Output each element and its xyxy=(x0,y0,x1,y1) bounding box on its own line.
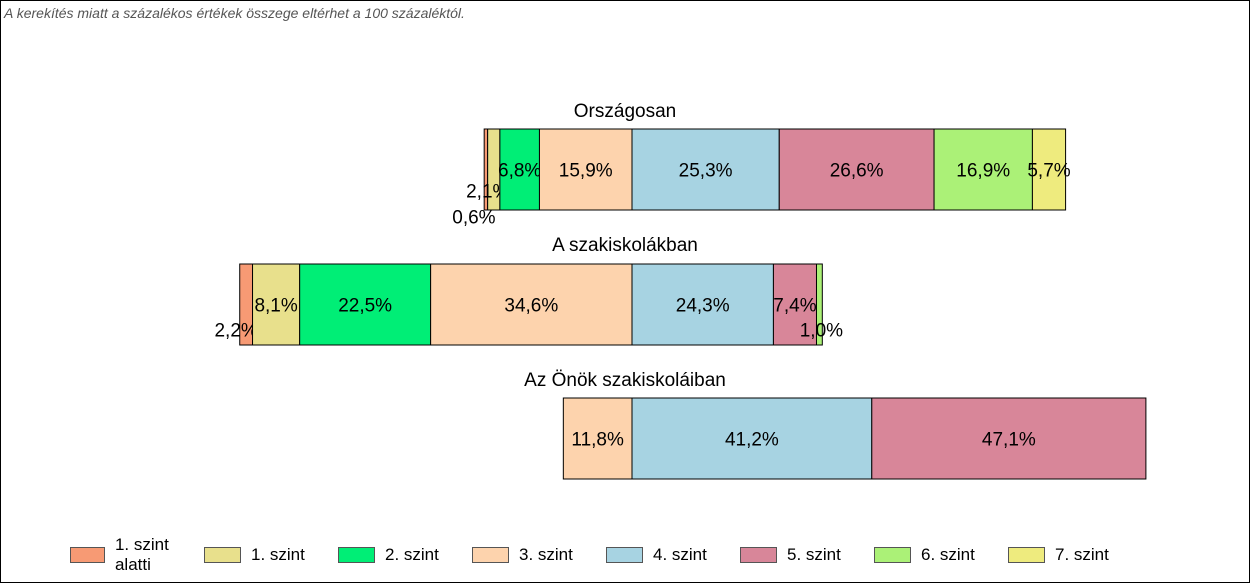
legend-swatch xyxy=(70,547,105,563)
bar-segment xyxy=(631,263,774,346)
bar-segment xyxy=(815,263,823,346)
data-label: 2,2% xyxy=(214,321,257,342)
legend-item: 1. szint alatti xyxy=(70,535,204,575)
data-label: 16,9% xyxy=(956,161,1010,182)
data-label: 5,7% xyxy=(1027,161,1070,182)
legend-item: 2. szint xyxy=(338,535,472,575)
legend-label: 1. szint alatti xyxy=(114,535,169,574)
bar-segment xyxy=(538,128,633,211)
legend-swatch xyxy=(472,547,509,563)
legend-label: 5. szint xyxy=(787,545,841,564)
bar-segment xyxy=(933,128,1033,211)
data-label: 15,9% xyxy=(559,161,613,182)
legend: 1. szint alatti 1. szint 2. szint 3. szint 4… xyxy=(70,535,1142,575)
data-label: 25,3% xyxy=(679,161,733,182)
legend-swatch xyxy=(1008,547,1045,563)
bar-segment xyxy=(772,263,817,346)
bar-segment xyxy=(499,128,540,211)
data-label: 24,3% xyxy=(676,296,730,317)
legend-swatch xyxy=(874,547,911,563)
group-title: Országosan xyxy=(574,101,676,122)
data-label: 34,6% xyxy=(504,296,558,317)
data-label: 2,1% xyxy=(466,182,509,203)
legend-item: 6. szint xyxy=(874,535,1008,575)
legend-item: 3. szint xyxy=(472,535,606,575)
legend-label: 4. szint xyxy=(653,545,707,564)
data-label: 7,4% xyxy=(773,296,816,317)
bar-segment xyxy=(631,128,780,211)
legend-swatch xyxy=(740,547,777,563)
rounding-note: A kerekítés miatt a százalékos értékek ö… xyxy=(4,5,465,21)
bar-segment xyxy=(299,263,432,346)
legend-label: 6. szint xyxy=(921,545,975,564)
bar-segment xyxy=(562,397,633,480)
legend-swatch xyxy=(338,547,375,563)
data-label: 26,6% xyxy=(830,161,884,182)
bar-segment xyxy=(778,128,935,211)
data-label: 22,5% xyxy=(338,296,392,317)
data-label: 8,1% xyxy=(254,296,297,317)
data-label: 1,0% xyxy=(800,321,843,342)
data-label: 0,6% xyxy=(452,208,495,229)
legend-swatch xyxy=(606,547,643,563)
group-title: Az Önök szakiskoláiban xyxy=(524,370,726,391)
legend-item: 4. szint xyxy=(606,535,740,575)
bar-segment xyxy=(1031,128,1067,211)
legend-label: 2. szint xyxy=(385,545,439,564)
bar-segment xyxy=(631,397,873,480)
data-label: 41,2% xyxy=(725,430,779,451)
data-label: 47,1% xyxy=(982,430,1036,451)
bar-segment xyxy=(871,397,1147,480)
legend-item: 5. szint xyxy=(740,535,874,575)
data-label: 11,8% xyxy=(571,430,624,451)
legend-item: 7. szint xyxy=(1008,535,1142,575)
legend-item: 1. szint xyxy=(204,535,338,575)
legend-label: 7. szint xyxy=(1055,545,1109,564)
legend-label: 3. szint xyxy=(519,545,573,564)
bar-segment xyxy=(252,263,301,346)
data-label: 6,8% xyxy=(498,161,541,182)
legend-swatch xyxy=(204,547,241,563)
group-title: A szakiskolákban xyxy=(552,235,698,256)
legend-label: 1. szint xyxy=(251,545,305,564)
